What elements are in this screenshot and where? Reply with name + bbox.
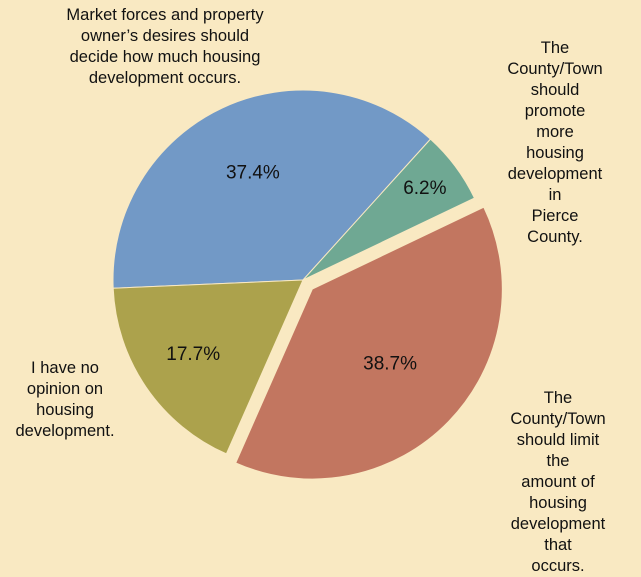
value-label: 6.2%: [403, 178, 446, 199]
chart: 37.4% 6.2% 38.7% 17.7%: [112, 89, 503, 480]
pie-slice: [302, 138, 476, 281]
category-label: I have no opinion on housing development…: [15, 359, 115, 440]
value-label: 38.7%: [363, 353, 417, 374]
pie-slice: [112, 89, 432, 289]
page: 37.4% 6.2% 38.7% 17.7% Market forces and pr…: [15, 6, 605, 575]
value-label: 37.4%: [226, 162, 280, 183]
category-label: Market forces and property owner’s desir…: [66, 6, 264, 87]
category-label: The County/Town should promote more hous…: [507, 39, 603, 246]
value-label: 17.7%: [166, 344, 220, 365]
pie-slice: [235, 206, 503, 480]
pie-slice: [112, 279, 304, 455]
category-label: The County/Town should limit the amount …: [510, 389, 606, 575]
